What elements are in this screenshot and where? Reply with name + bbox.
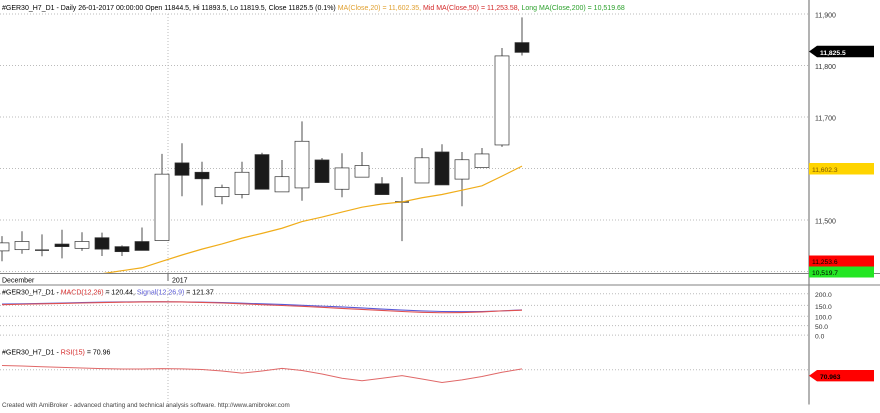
svg-text:150.0: 150.0: [815, 304, 832, 311]
svg-text:11,800: 11,800: [815, 64, 836, 71]
svg-text:0.0: 0.0: [815, 334, 825, 341]
svg-text:11,602.3: 11,602.3: [812, 167, 838, 174]
svg-text:11,825.5: 11,825.5: [820, 50, 846, 57]
svg-text:50.0: 50.0: [815, 324, 828, 331]
svg-text:10,519.7: 10,519.7: [812, 270, 838, 277]
svg-text:11,900: 11,900: [815, 13, 836, 20]
svg-text:11,253.6: 11,253.6: [812, 259, 838, 266]
svg-text:70.963: 70.963: [820, 374, 841, 381]
svg-text:December: December: [2, 278, 35, 285]
svg-text:200.0: 200.0: [815, 292, 832, 299]
svg-text:Created with AmiBroker - advan: Created with AmiBroker - advanced charti…: [2, 402, 290, 409]
svg-text:100.0: 100.0: [815, 315, 832, 322]
svg-text:2017: 2017: [172, 278, 188, 285]
svg-text:#GER30_H7_D1 - RSI(15) = 70.96: #GER30_H7_D1 - RSI(15) = 70.96: [2, 350, 110, 357]
svg-text:#GER30_H7_D1 - Daily 26-01-201: #GER30_H7_D1 - Daily 26-01-2017 00:00:00…: [2, 5, 625, 12]
svg-text:#GER30_H7_D1 - MACD(12,26) = 1: #GER30_H7_D1 - MACD(12,26) = 120.44, Sig…: [2, 290, 214, 297]
svg-text:11,500: 11,500: [815, 219, 836, 226]
svg-text:11,700: 11,700: [815, 116, 836, 123]
